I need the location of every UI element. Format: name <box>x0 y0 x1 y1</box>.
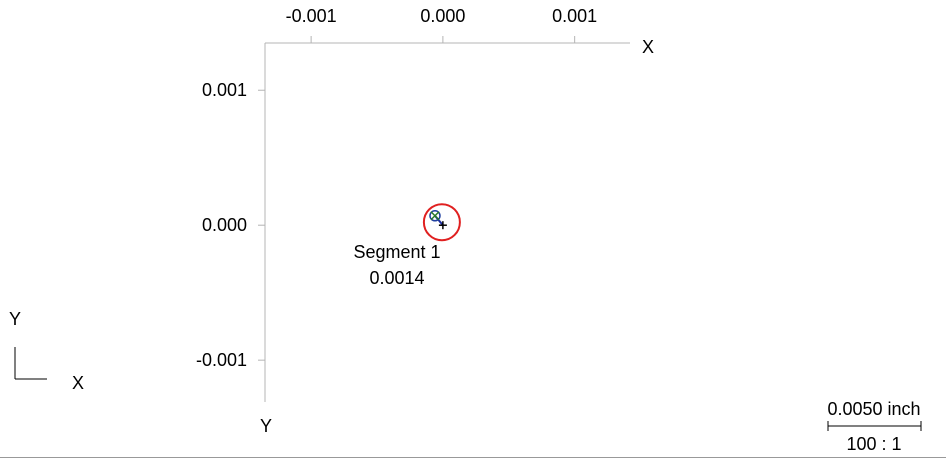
actual-point-x-mark <box>430 211 440 221</box>
x-ticks: -0.001 0.000 0.001 <box>286 6 597 43</box>
x-tick-label: 0.000 <box>420 6 465 26</box>
scale-ratio-label: 100 : 1 <box>846 434 901 454</box>
segment-name-label: Segment 1 <box>353 242 440 262</box>
scale-bar: 0.0050 inch 100 : 1 <box>827 399 922 454</box>
y-tick-label: 0.000 <box>202 215 247 235</box>
y-tick-label: -0.001 <box>196 350 247 370</box>
x-tick-label: -0.001 <box>286 6 337 26</box>
y-ticks: 0.001 0.000 -0.001 <box>196 80 265 370</box>
orientation-indicator: Y X <box>9 309 84 393</box>
actual-point-circle <box>429 210 441 222</box>
segment-value-label: 0.0014 <box>369 268 424 288</box>
scale-length-label: 0.0050 inch <box>827 399 920 419</box>
x-axis-label: X <box>642 37 654 57</box>
orientation-y-label: Y <box>9 309 21 329</box>
x-tick-label: 0.001 <box>552 6 597 26</box>
tolerance-circle <box>422 203 461 242</box>
y-tick-label: 0.001 <box>202 80 247 100</box>
orientation-x-label: X <box>72 373 84 393</box>
segment-1-markers <box>422 203 461 242</box>
y-axis-label: Y <box>260 416 272 436</box>
